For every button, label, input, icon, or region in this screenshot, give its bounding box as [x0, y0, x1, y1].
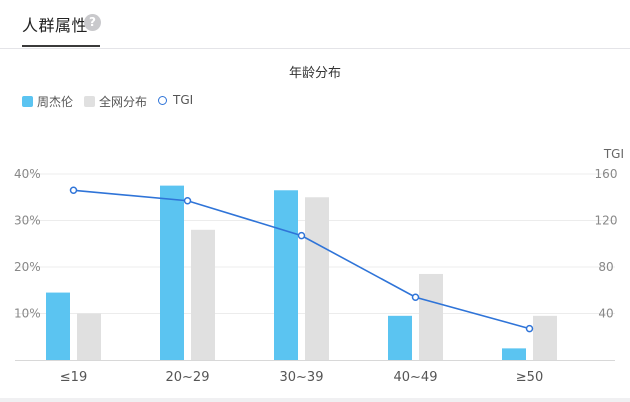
x-axis-tick-label: ≥50 — [516, 370, 543, 385]
bar-overall-4[interactable] — [533, 315, 557, 360]
right-axis-tick-label: 160 — [595, 167, 618, 181]
tgi-line — [73, 189, 530, 330]
card-header: 人群属性 ? — [0, 0, 630, 49]
x-axis-tick-label: 30~39 — [280, 370, 324, 385]
tgi-point-2[interactable] — [297, 231, 306, 240]
right-axis-tick-label: 80 — [598, 260, 613, 274]
question-circle-icon[interactable]: ? — [84, 14, 101, 31]
tgi-point-1[interactable] — [183, 196, 192, 205]
left-axis-tick-label: 10% — [14, 307, 41, 321]
tgi-point-4[interactable] — [525, 324, 534, 333]
legend-label: 周杰伦 — [37, 95, 74, 109]
left-axis-tick-label: 30% — [14, 214, 41, 228]
bar-artist-4[interactable] — [502, 348, 526, 360]
legend-swatch-icon — [84, 96, 95, 107]
active-tab-indicator — [22, 45, 100, 47]
chart-title: 年龄分布 — [288, 66, 341, 81]
right-axis-title: TGI — [603, 147, 624, 161]
legend-label: 全网分布 — [99, 95, 148, 109]
right-axis-tick-label: 40 — [598, 307, 613, 321]
bar-artist-3[interactable] — [388, 315, 412, 360]
bar-artist-2[interactable] — [274, 190, 298, 360]
tgi-point-0[interactable] — [69, 186, 78, 195]
legend-label: TGI — [173, 93, 194, 107]
x-axis-tick-label: ≤19 — [60, 370, 87, 385]
left-axis-tick-label: 40% — [14, 167, 41, 181]
bar-overall-2[interactable] — [305, 197, 329, 360]
x-axis-tick-label: 40~49 — [394, 370, 438, 385]
right-axis-tick-label: 120 — [595, 214, 618, 228]
legend-circle-icon — [158, 96, 167, 105]
left-axis-tick-label: 20% — [14, 260, 41, 274]
bar-artist-0[interactable] — [46, 292, 70, 360]
tgi-point-3[interactable] — [411, 293, 420, 301]
bar-overall-3[interactable] — [419, 273, 443, 360]
x-axis-tick-label: 20~29 — [166, 370, 210, 385]
bar-overall-0[interactable] — [77, 313, 101, 361]
bar-artist-1[interactable] — [160, 185, 184, 360]
bar-overall-1[interactable] — [191, 229, 215, 360]
section-title: 人群属性 — [22, 16, 89, 35]
legend-swatch-icon — [22, 96, 33, 107]
